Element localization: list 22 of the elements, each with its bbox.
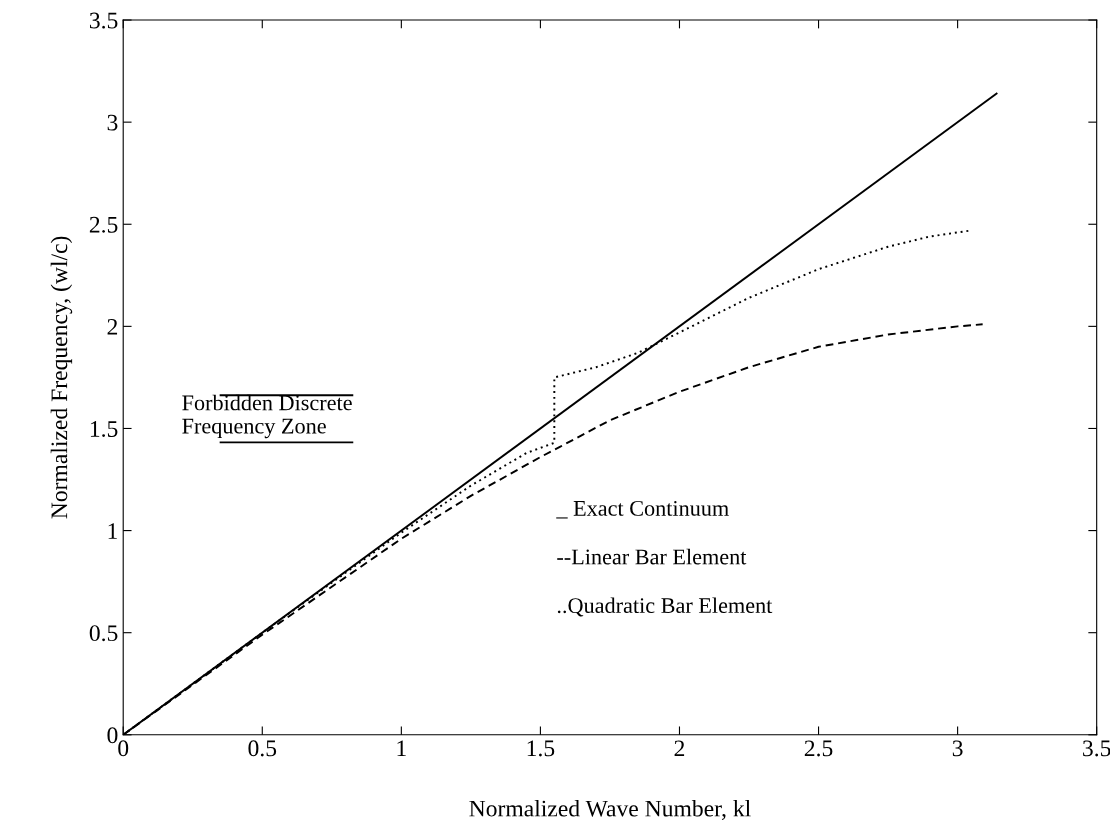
y-tick-label: 2 [107, 318, 118, 335]
x-tick-label: 2.5 [804, 740, 833, 757]
x-tick-label: 0 [118, 740, 129, 757]
annotation: --Linear Bar Element [557, 548, 747, 565]
y-tick-label: 0 [107, 727, 118, 744]
y-tick-label: 1 [108, 523, 117, 539]
x-axis-title: Normalized Wave Number, kl [469, 799, 751, 820]
annotation: Forbidden Discrete Frequency Zone [182, 394, 352, 439]
y-tick-label: 3.5 [89, 12, 118, 29]
y-tick-label: 1.5 [90, 421, 118, 437]
x-tick-label: 0.5 [248, 740, 277, 757]
x-tick-label: 2 [674, 740, 685, 757]
annotation: _ Exact Continuum [556, 500, 729, 519]
y-axis-title: Normalized Frequency, (wl/c) [50, 236, 73, 519]
x-tick-label: 3.5 [1083, 740, 1110, 757]
y-tick-label: 2.5 [89, 216, 118, 233]
x-tick-label: 3 [952, 740, 963, 757]
y-tick-label: 0.5 [89, 625, 118, 642]
y-tick-label: 3 [107, 114, 118, 131]
x-tick-label: 1 [397, 740, 406, 757]
annotation: ..Quadratic Bar Element [557, 597, 773, 617]
x-tick-label: 1.5 [527, 740, 555, 757]
